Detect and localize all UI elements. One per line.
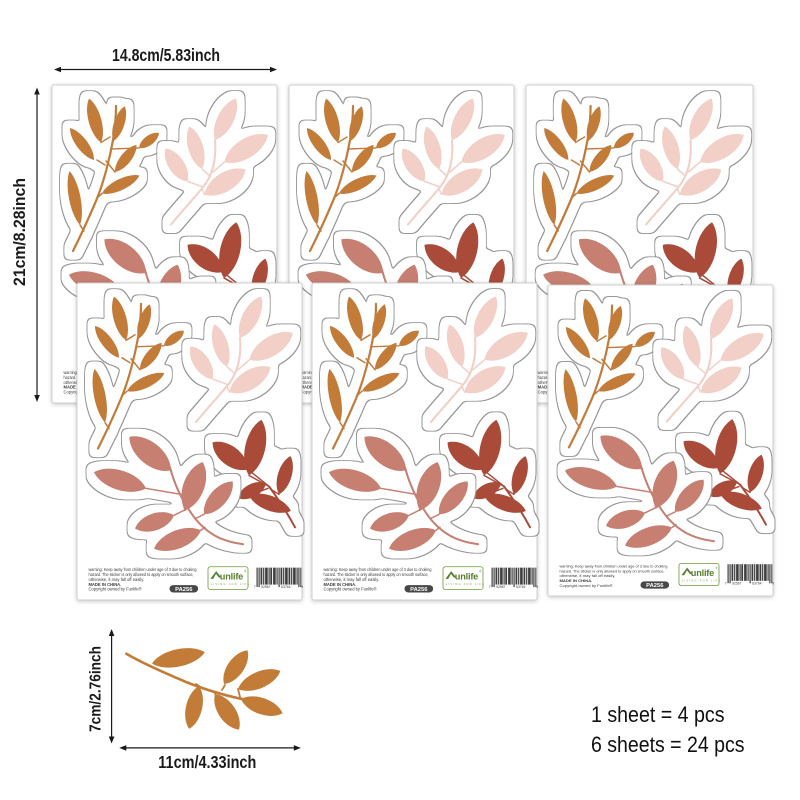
svg-text:21cm/8.28inch: 21cm/8.28inch (10, 178, 29, 286)
svg-text:14.8cm/5.83inch: 14.8cm/5.83inch (112, 45, 220, 65)
svg-text:11cm/4.33inch: 11cm/4.33inch (158, 752, 256, 772)
svg-text:7cm/2.76inch: 7cm/2.76inch (88, 646, 105, 732)
svg-text:1 sheet = 4 pcs: 1 sheet = 4 pcs (591, 702, 725, 727)
svg-text:6 sheets = 24 pcs: 6 sheets = 24 pcs (591, 732, 745, 757)
